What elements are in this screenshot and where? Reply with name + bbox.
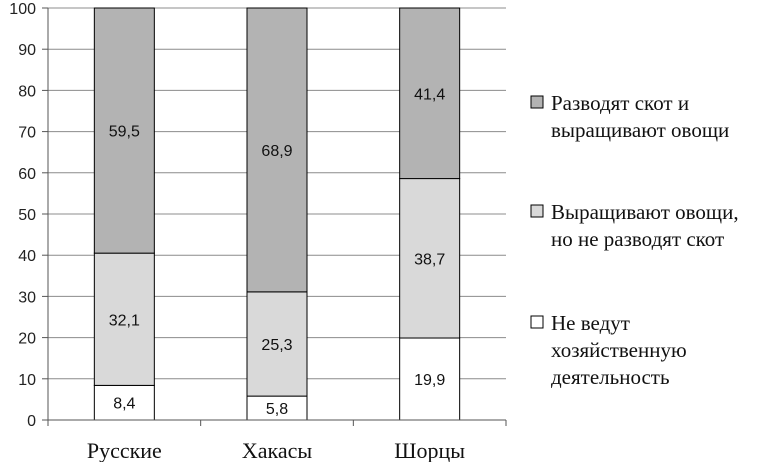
bar-segment: [93, 7, 155, 254]
data-label: 8,4: [113, 396, 135, 413]
bar-segment: [246, 7, 308, 293]
data-label: 32,1: [109, 312, 140, 329]
y-axis: 0 10 20 30 40 50 60 70 80 90 100: [9, 1, 49, 430]
legend-label: Выращивают овощи,: [551, 200, 739, 224]
category-label: Хакасы: [242, 438, 313, 462]
bar-segment: [93, 384, 155, 421]
legend-label: но не разводят скот: [551, 227, 724, 251]
data-label: 19,9: [414, 372, 445, 389]
y-tick-label: 50: [18, 207, 36, 224]
bar-segment: [399, 7, 461, 180]
y-tick-label: 10: [18, 372, 36, 389]
data-label: 59,5: [109, 124, 140, 141]
data-label: 41,4: [414, 86, 445, 103]
data-label: 68,9: [261, 143, 292, 160]
legend-swatch: [530, 95, 544, 109]
y-tick-label: 30: [18, 289, 36, 306]
legend-label: Разводят скот и: [551, 91, 689, 115]
bar-segment: [399, 178, 461, 339]
x-axis: Русские Хакасы Шорцы: [47, 419, 507, 462]
y-tick-label: 90: [18, 42, 36, 59]
y-tick-label: 80: [18, 83, 36, 100]
legend-label: деятельность: [551, 365, 670, 389]
y-tick-label: 70: [18, 125, 36, 142]
y-tick-label: 100: [9, 1, 36, 18]
data-label: 25,3: [261, 337, 292, 354]
bar-segment: [246, 291, 308, 397]
legend: Разводят скот и выращивают овощи Выращиваю…: [530, 91, 739, 389]
bars: 8,4 32,1 59,5 5,8 25,3 68,9 19,9 38,7 41,4: [93, 7, 461, 421]
legend-label: выращивают овощи: [551, 118, 729, 142]
data-label: 38,7: [414, 251, 445, 268]
legend-label: Не ведут: [551, 311, 630, 335]
y-tick-label: 60: [18, 166, 36, 183]
y-tick-label: 40: [18, 248, 36, 265]
legend-swatch: [530, 204, 544, 218]
legend-swatch: [530, 315, 544, 329]
bar-segment: [93, 252, 155, 386]
data-label: 5,8: [266, 401, 288, 418]
category-label: Русские: [87, 438, 162, 462]
y-tick-label: 20: [18, 331, 36, 348]
legend-label: хозяйственную: [551, 338, 687, 362]
category-label: Шорцы: [394, 438, 465, 462]
y-tick-label: 0: [27, 413, 36, 430]
bar-segment: [399, 337, 461, 421]
